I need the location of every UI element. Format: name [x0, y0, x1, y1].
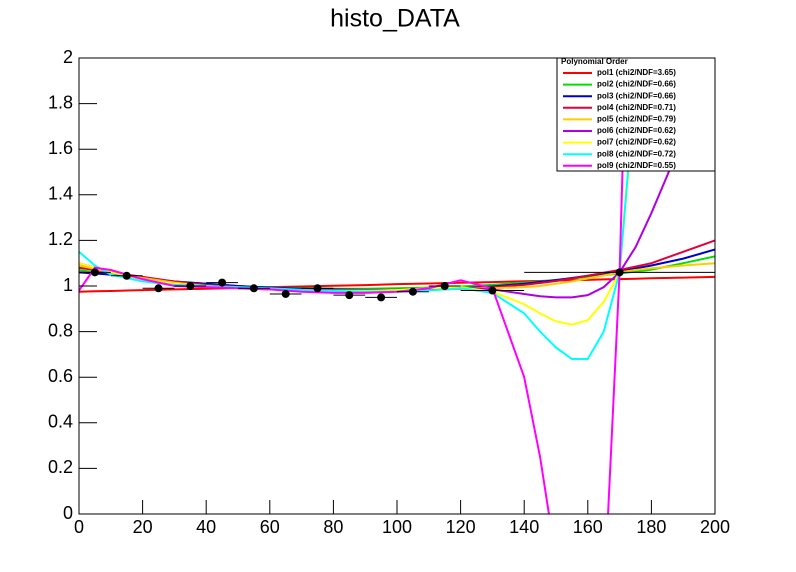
data-point: [408, 287, 417, 296]
legend-label: pol9 (chi2/NDF=0.55): [597, 161, 676, 170]
x-tick-label: 40: [196, 517, 216, 537]
data-point: [488, 286, 497, 295]
x-tick-label: 200: [700, 517, 730, 537]
y-tick-label: 0: [63, 503, 73, 523]
x-tick-label: 140: [509, 517, 539, 537]
data-point: [615, 268, 624, 277]
data-point: [377, 293, 386, 302]
data-point: [345, 291, 354, 300]
legend-label: pol8 (chi2/NDF=0.72): [597, 149, 676, 158]
data-point: [122, 271, 131, 280]
chart-title: histo_DATA: [330, 5, 460, 33]
data-point: [313, 284, 322, 293]
x-tick-label: 160: [573, 517, 603, 537]
x-tick-label: 0: [74, 517, 84, 537]
data-point: [281, 289, 290, 298]
data-point: [90, 268, 99, 277]
legend-label: pol6 (chi2/NDF=0.62): [597, 126, 676, 135]
x-tick-label: 120: [446, 517, 476, 537]
legend-box: [556, 57, 716, 172]
y-tick-label: 0.2: [48, 457, 73, 477]
y-tick-label: 0.6: [48, 366, 73, 386]
y-tick-label: 1: [63, 275, 73, 295]
y-tick-label: 1.4: [48, 184, 73, 204]
legend-label: pol1 (chi2/NDF=3.65): [597, 68, 676, 77]
y-tick-label: 1.2: [48, 229, 73, 249]
y-tick-label: 1.8: [48, 92, 73, 112]
data-point: [186, 282, 195, 290]
data-point: [249, 284, 258, 293]
plot-area: [79, 58, 715, 514]
x-tick-label: 100: [382, 517, 412, 537]
data-point: [218, 278, 227, 287]
legend-label: pol7 (chi2/NDF=0.62): [597, 138, 676, 147]
x-tick-label: 80: [323, 517, 343, 537]
y-tick-label: 1.6: [48, 138, 73, 158]
data-point: [154, 284, 163, 293]
y-tick-label: 0.4: [48, 412, 73, 432]
x-tick-label: 20: [133, 517, 153, 537]
x-tick-label: 180: [636, 517, 666, 537]
legend-label: pol3 (chi2/NDF=0.66): [597, 91, 676, 100]
y-tick-label: 0.8: [48, 320, 73, 340]
legend-label: pol2 (chi2/NDF=0.66): [597, 80, 676, 89]
legend-label: pol4 (chi2/NDF=0.71): [597, 103, 676, 112]
data-point: [440, 282, 449, 290]
x-tick-label: 60: [260, 517, 280, 537]
legend-title: Polynomial Order: [561, 57, 628, 66]
legend-label: pol5 (chi2/NDF=0.79): [597, 115, 676, 124]
y-tick-label: 2: [63, 47, 73, 67]
